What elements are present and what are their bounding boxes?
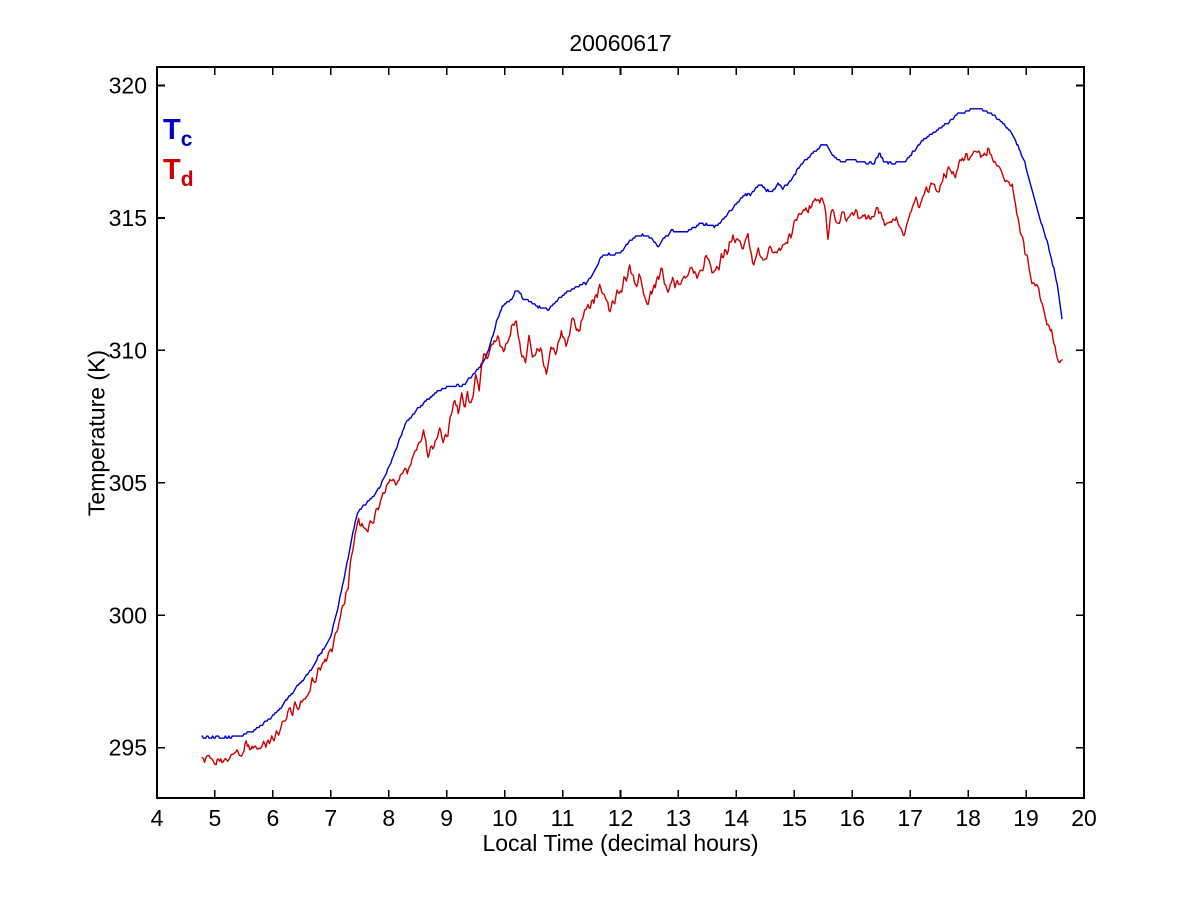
x-tick-label: 11 (551, 805, 575, 831)
x-tick-label: 15 (782, 805, 808, 831)
x-tick-label: 17 (897, 805, 923, 831)
x-axis-label: Local Time (decimal hours) (482, 830, 759, 856)
tc-line (201, 108, 1063, 739)
td-line (201, 147, 1063, 766)
y-axis-label: Temperature (K) (83, 349, 110, 517)
x-tick-label: 8 (382, 805, 395, 831)
y-tick-label: 315 (109, 205, 147, 231)
legend-td-main: T (163, 154, 181, 186)
x-tick-label: 6 (266, 805, 279, 831)
x-tick-label: 18 (955, 805, 981, 831)
legend-td-sub: d (180, 167, 194, 191)
legend-tc-sub: c (180, 127, 193, 151)
x-tick-label: 16 (839, 805, 865, 831)
x-tick-label: 12 (608, 805, 634, 831)
x-tick-label: 10 (492, 805, 518, 831)
legend-label-td: Td (163, 156, 194, 190)
chart-title: 20060617 (569, 30, 672, 56)
legend-label-tc: Tc (163, 116, 192, 150)
legend-tc-main: T (163, 114, 181, 146)
y-tick-label: 300 (109, 602, 147, 628)
x-tick-label: 4 (151, 805, 164, 831)
y-tick-label: 295 (109, 735, 147, 761)
x-tick-label: 9 (440, 805, 453, 831)
x-tick-label: 7 (324, 805, 337, 831)
y-tick-label: 310 (109, 337, 147, 363)
x-tick-label: 14 (724, 805, 750, 831)
x-tick-label: 19 (1013, 805, 1039, 831)
y-tick-label: 320 (109, 73, 147, 99)
y-tick-label: 305 (109, 470, 147, 496)
x-tick-label: 20 (1071, 805, 1097, 831)
x-tick-label: 5 (209, 805, 222, 831)
x-tick-label: 13 (666, 805, 692, 831)
